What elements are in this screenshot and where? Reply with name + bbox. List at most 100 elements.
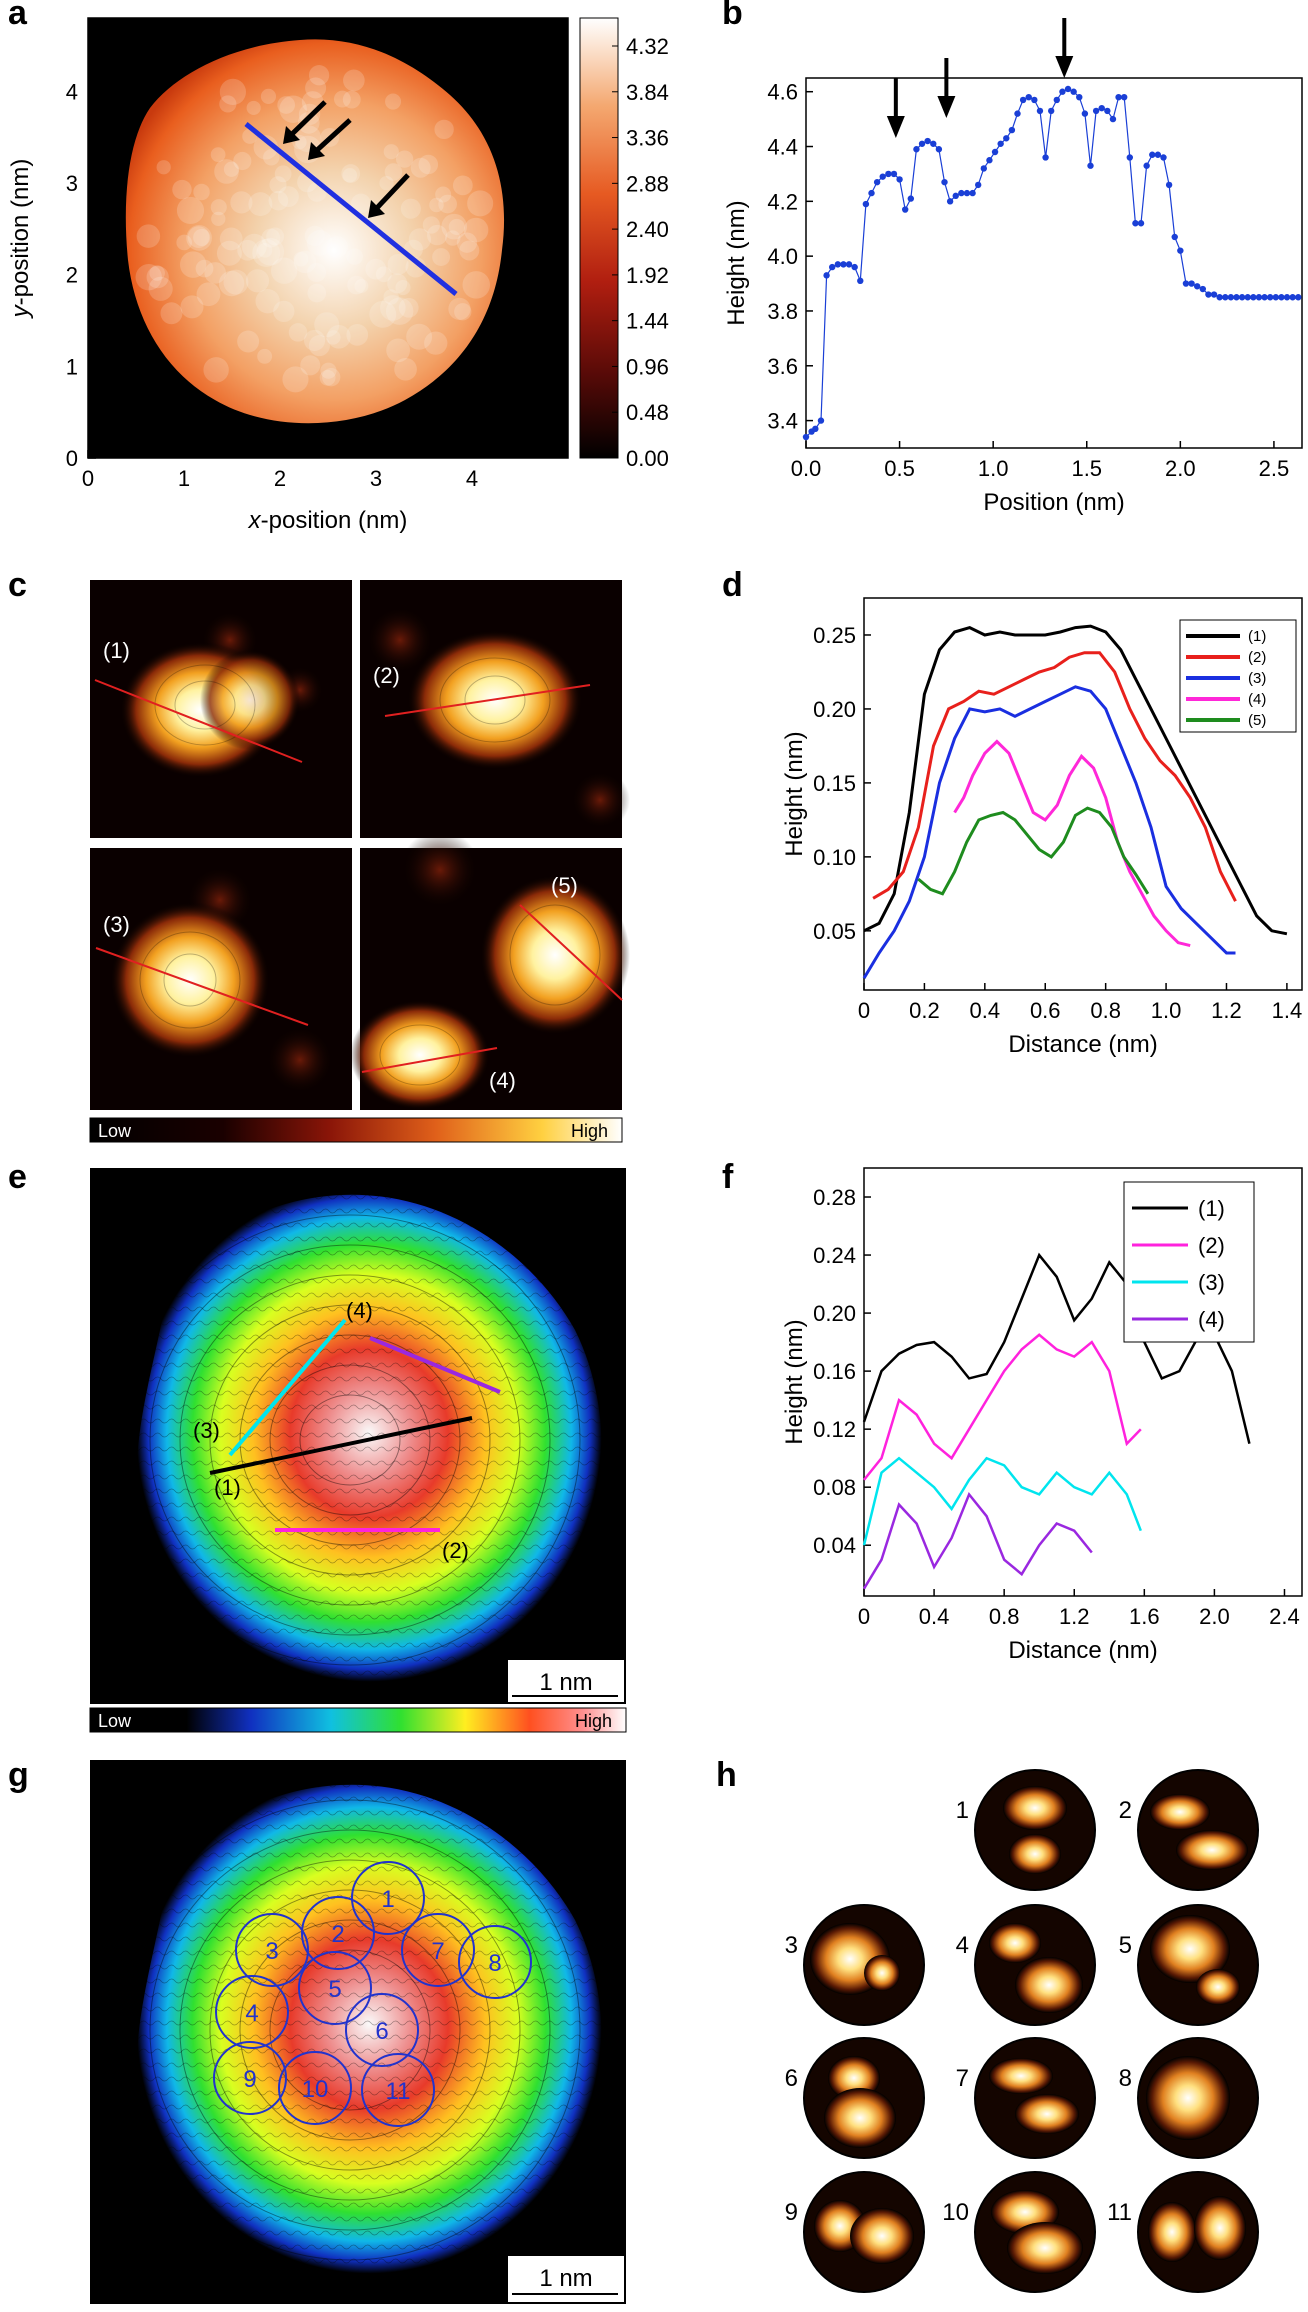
- panel-a-grain: [237, 330, 260, 353]
- legend-entry: (3): [1248, 670, 1266, 687]
- data-point: [1193, 283, 1201, 290]
- panel-h-number: 4: [956, 1932, 969, 1959]
- y-tick-label: 0.24: [813, 1243, 856, 1268]
- panel-a-grain: [418, 154, 439, 175]
- y-tick-label: 3.6: [767, 354, 798, 379]
- legend-entry: (1): [1248, 628, 1266, 645]
- data-point: [1199, 285, 1207, 293]
- x-tick-label: 0.4: [919, 1604, 950, 1629]
- panel-a-grain: [253, 135, 278, 160]
- panel-a-grain: [204, 262, 226, 284]
- panel-label-h: h: [716, 1756, 737, 1794]
- panel-a-grain: [257, 348, 273, 364]
- panel-a-grain: [300, 355, 321, 376]
- panel-a-profile-line: [244, 122, 458, 296]
- plot-frame: [805, 77, 1303, 449]
- panel-a-grain: [314, 312, 340, 338]
- data-point: [857, 277, 864, 285]
- panel-a-grain: [429, 197, 444, 213]
- panel-a-xtick-label: 1: [178, 466, 190, 491]
- y-tick-label: 4.6: [767, 80, 798, 105]
- panel-a-grain: [156, 160, 171, 175]
- panel-a-image: [88, 18, 568, 458]
- disk-edge: [974, 1769, 1096, 1891]
- panel-a-grain: [438, 194, 457, 214]
- data-point: [1087, 162, 1094, 169]
- panel-g-image: 1 2 3 4 5 6 7 8 9 10 11: [90, 1760, 626, 2304]
- data-point: [817, 417, 825, 424]
- data-point: [1261, 294, 1268, 301]
- panel-e-label-3: (3): [193, 1418, 220, 1443]
- panel-a-grain: [293, 251, 309, 267]
- panel-a-grain: [342, 90, 361, 109]
- panel-a-grain: [218, 270, 245, 297]
- data-point: [958, 189, 965, 197]
- x-tick-label: 1.2: [1211, 998, 1242, 1023]
- panel-a-grain: [327, 325, 351, 349]
- panel-h-number: 6: [785, 2065, 798, 2092]
- panel-e-line-labels: (4) (3) (1) (2): [193, 1298, 469, 1563]
- data-point: [913, 146, 920, 153]
- panel-a-grain: [237, 239, 259, 261]
- panel-a-grain: [196, 282, 221, 307]
- region-circle: [301, 1896, 375, 1970]
- svg-text:1 nm: 1 nm: [539, 1669, 592, 1696]
- region-label: 6: [375, 2018, 388, 2045]
- panel-h-disk: 11: [1107, 2171, 1259, 2293]
- chart-b: 0.0 0.5 1.0 1.5 2.0 2.5 3.4 3.6 3.8 4.0 4.2 4.4 4.6 P…: [723, 18, 1303, 516]
- panel-a-grain: [303, 329, 326, 351]
- data-point: [1076, 93, 1083, 101]
- panel-a-grain: [246, 100, 261, 116]
- region-circle: [215, 1975, 289, 2049]
- data-point: [1042, 154, 1049, 161]
- data-point: [851, 263, 858, 271]
- panel-a-grain: [408, 228, 431, 251]
- panel-a-grain: [354, 279, 369, 294]
- y-tick-label: 4.2: [767, 189, 798, 214]
- panel-a-axes: [87, 17, 569, 459]
- panel-h-number: 8: [1119, 2065, 1132, 2092]
- disk-blob: [1150, 1794, 1210, 1830]
- data-point: [963, 189, 971, 197]
- panel-a-grain: [274, 165, 292, 183]
- panel-a-grain: [136, 224, 161, 248]
- panel-a-ticks: 0 1 2 3 4 0 1 2 3 4: [66, 79, 478, 491]
- panel-a-ytick-label: 2: [66, 263, 78, 288]
- panel-a-grain: [273, 300, 295, 323]
- y-tick-label: 3.4: [767, 409, 798, 434]
- panel-c-colorbar-high: High: [571, 1121, 608, 1141]
- panel-c-colorbar-low: Low: [98, 1121, 132, 1141]
- panel-a-grain: [346, 248, 363, 265]
- data-point: [829, 263, 836, 271]
- data-point: [1132, 220, 1139, 227]
- panel-a-grain: [186, 225, 212, 251]
- panel-a-grain: [326, 236, 348, 258]
- panel-a-grain: [180, 295, 204, 319]
- panel-a-grain: [385, 297, 414, 325]
- panel-a-colorbar-label: 1.92: [626, 263, 669, 288]
- panel-a-grain: [233, 151, 252, 171]
- data-point: [952, 192, 959, 200]
- region-label: 4: [245, 2000, 258, 2027]
- panel-a-grain: [288, 323, 308, 342]
- panel-a-grain: [394, 357, 417, 381]
- panel-h-disk: 6: [785, 2037, 925, 2159]
- panel-a-colorbar-label: 2.40: [626, 217, 669, 242]
- x-tick-label: 1.6: [1129, 1604, 1160, 1629]
- panel-e-label-2: (2): [442, 1538, 469, 1563]
- data-point: [1019, 96, 1027, 104]
- data-point: [1227, 294, 1235, 301]
- data-point: [1205, 291, 1212, 298]
- panel-a-ylabel: y-position (nm): [7, 159, 34, 320]
- region-label: 11: [386, 2078, 411, 2105]
- panel-a-colorbar-label: 2.88: [626, 171, 669, 196]
- panel-a-grain: [386, 338, 411, 363]
- panel-h-disk: 2: [1119, 1769, 1259, 1891]
- data-point: [1081, 110, 1089, 117]
- data-point: [823, 272, 830, 279]
- data-point: [1165, 181, 1173, 189]
- legend-f: (1) (2) (3) (4): [1123, 1181, 1255, 1343]
- panel-a-grain: [219, 227, 243, 251]
- y-axis-label: Height (nm): [781, 731, 808, 856]
- data-point: [890, 170, 898, 178]
